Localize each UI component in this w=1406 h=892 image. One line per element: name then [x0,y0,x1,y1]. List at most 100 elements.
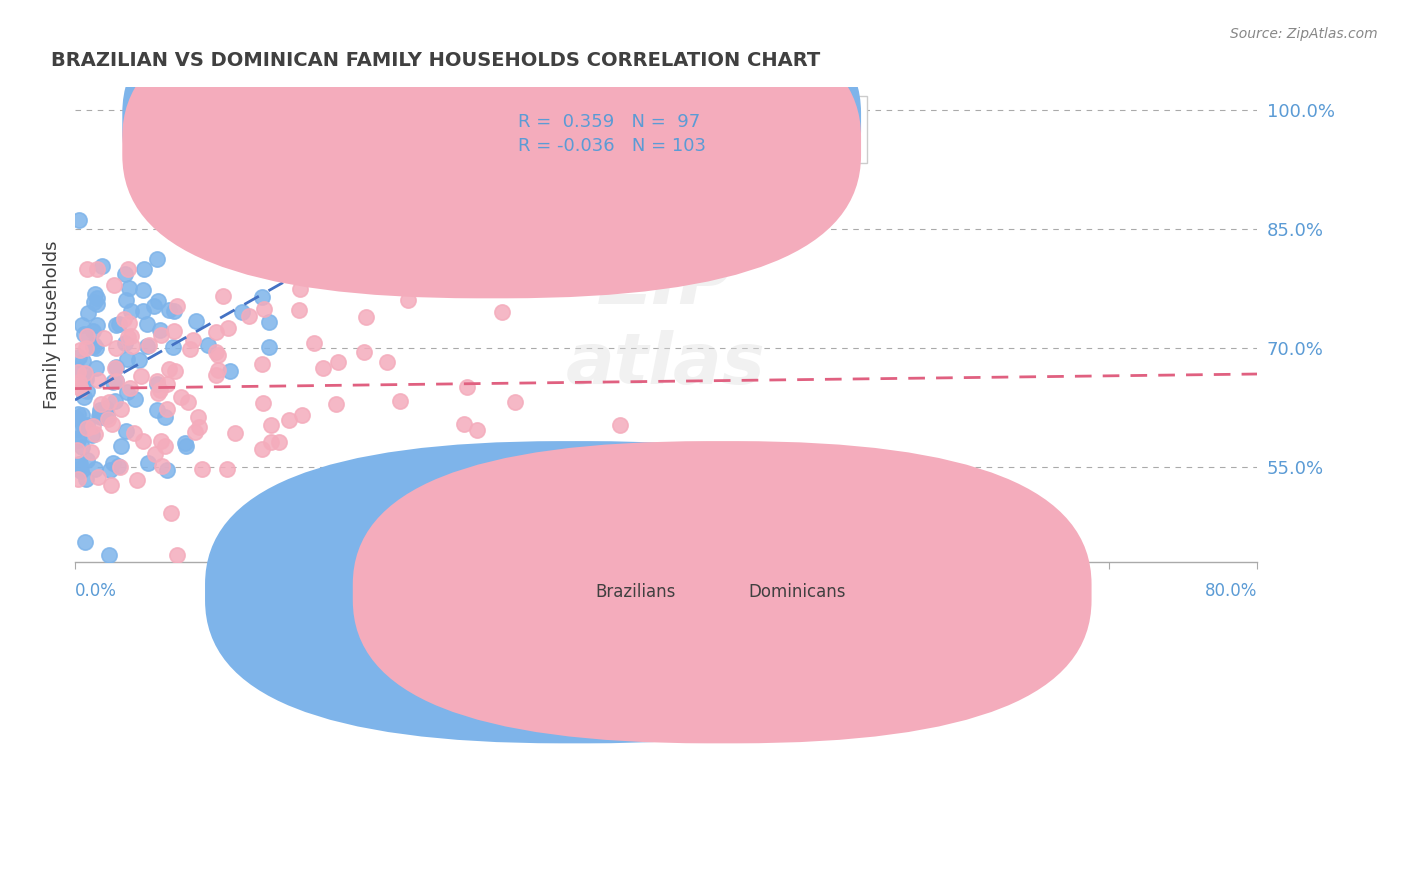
Text: R =  0.359   N =  97: R = 0.359 N = 97 [519,113,700,131]
Point [86,318,108,333]
Point [204,345,226,359]
Text: 0.0%: 0.0% [75,582,117,600]
Point [70,318,93,332]
Point [456,380,478,394]
Point [82,324,104,338]
Point [66,361,89,376]
Point [76,417,98,432]
Point [75,368,97,382]
Point [134,262,156,277]
Point [65,411,87,425]
Point [128,352,150,367]
Point [153,439,176,453]
Point [129,368,152,383]
Point [188,419,211,434]
Point [181,333,204,347]
Point [84,462,107,476]
Point [67,350,90,364]
Point [132,283,155,297]
Point [100,477,122,491]
Point [146,385,169,400]
Point [212,289,235,303]
Point [117,330,139,344]
Point [157,303,180,318]
Point [304,269,326,284]
Point [107,458,129,473]
Point [104,360,127,375]
Point [83,337,105,351]
Point [353,345,375,359]
Point [136,339,159,353]
Point [70,408,93,422]
Point [143,447,166,461]
Text: Brazilians: Brazilians [595,583,675,601]
Point [146,293,169,308]
Point [67,375,90,389]
Point [238,309,260,323]
Point [184,314,207,328]
Point [146,374,169,388]
Point [72,353,94,368]
Point [136,456,159,470]
Point [103,277,125,292]
Point [190,462,212,476]
Point [187,410,209,425]
Point [72,418,94,433]
Point [69,464,91,478]
Point [76,420,98,434]
Point [291,408,314,422]
Point [176,439,198,453]
Point [136,318,159,332]
Point [73,326,96,341]
Text: Source: ZipAtlas.com: Source: ZipAtlas.com [1230,27,1378,41]
Point [302,335,325,350]
Text: 80.0%: 80.0% [1205,582,1257,600]
Point [149,383,172,397]
Point [118,316,141,330]
Point [205,216,228,230]
Point [162,340,184,354]
Point [207,363,229,377]
Point [114,335,136,350]
Point [491,304,513,318]
Point [82,418,104,433]
Point [224,426,246,441]
Point [76,384,98,399]
Point [114,268,136,282]
Point [427,475,450,490]
Point [87,373,110,387]
Point [96,409,118,424]
Point [312,360,335,375]
Point [73,366,96,380]
Point [76,329,98,343]
Point [86,470,108,484]
Point [80,428,103,442]
Point [155,463,177,477]
Point [215,461,238,475]
Text: ZIP
atlas: ZIP atlas [567,250,766,399]
Point [114,293,136,307]
Point [97,548,120,562]
Point [66,472,89,486]
Point [287,302,309,317]
Point [174,436,197,450]
Point [84,360,107,375]
Point [65,422,87,436]
Point [188,226,211,240]
Point [143,299,166,313]
Point [157,362,180,376]
Point [101,417,124,431]
Point [122,426,145,441]
Point [66,443,89,458]
Point [257,340,280,354]
Point [118,280,141,294]
Text: Dominicans: Dominicans [749,583,846,601]
Point [75,341,97,355]
Point [101,375,124,389]
Point [325,397,347,411]
Point [76,262,98,277]
Point [67,379,90,393]
Point [197,338,219,352]
FancyBboxPatch shape [122,0,860,275]
Point [257,315,280,329]
